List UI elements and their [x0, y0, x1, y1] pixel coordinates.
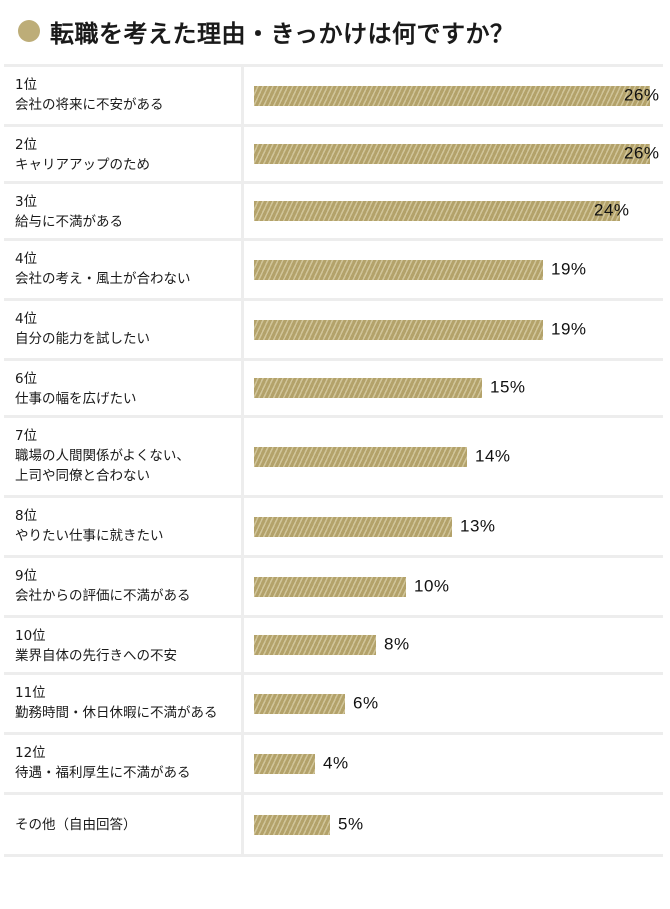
- chart-row: 10位業界自体の先行きへの不安 8%: [4, 618, 663, 675]
- chart-title: 転職を考えた理由・きっかけは何ですか？: [50, 19, 515, 48]
- bar-mark: [254, 259, 543, 280]
- value-label: 26%: [624, 85, 660, 105]
- reason-label: 勤務時間・休日休暇に不満がある: [15, 705, 218, 721]
- rank-label: 12位: [15, 745, 46, 761]
- bar-mark: [254, 446, 467, 467]
- rank-label: 4位: [15, 311, 38, 327]
- bar-mark: [254, 814, 330, 835]
- category-label: 10位業界自体の先行きへの不安: [4, 618, 244, 672]
- reason-label: 職場の人間関係がよくない、 上司や同僚と合わない: [15, 448, 190, 484]
- category-label: 6位仕事の幅を広げたい: [4, 361, 244, 415]
- reason-label: 業界自体の先行きへの不安: [15, 648, 177, 664]
- rank-label: 7位: [15, 428, 38, 444]
- value-label: 26%: [624, 143, 660, 163]
- bar-cell: 15%: [244, 361, 663, 415]
- value-label: 13%: [460, 516, 496, 536]
- rank-label: 9位: [15, 568, 38, 584]
- chart-row: 4位会社の考え・風土が合わない 19%: [4, 241, 663, 301]
- bar-cell: 4%: [244, 735, 663, 792]
- category-label: その他（自由回答）: [4, 795, 244, 854]
- bar-cell: 19%: [244, 241, 663, 298]
- rank-label: 6位: [15, 371, 38, 387]
- reason-label: 仕事の幅を広げたい: [15, 391, 137, 407]
- bar-mark: [254, 201, 620, 221]
- category-label: 12位待遇・福利厚生に不満がある: [4, 735, 244, 792]
- category-label: 9位会社からの評価に不満がある: [4, 558, 244, 615]
- category-label: 3位給与に不満がある: [4, 184, 244, 238]
- bar-cell: 13%: [244, 498, 663, 555]
- rank-label: 1位: [15, 77, 38, 93]
- chart-title-row: 転職を考えた理由・きっかけは何ですか？: [18, 14, 515, 48]
- bar-cell: 14%: [244, 418, 663, 495]
- reason-label: やりたい仕事に就きたい: [15, 528, 164, 544]
- value-label: 6%: [353, 693, 379, 713]
- rank-label: 3位: [15, 194, 38, 210]
- bar-mark: [254, 753, 315, 774]
- category-label: 2位キャリアアップのため: [4, 127, 244, 181]
- bar-cell: 10%: [244, 558, 663, 615]
- chart-row: 12位待遇・福利厚生に不満がある 4%: [4, 735, 663, 795]
- category-label: 1位会社の将来に不安がある: [4, 67, 244, 124]
- rank-label: 2位: [15, 137, 38, 153]
- bar-mark: [254, 576, 406, 597]
- rank-label: 11位: [15, 685, 46, 701]
- bar-cell: 5%: [244, 795, 663, 854]
- reason-label: 会社からの評価に不満がある: [15, 588, 191, 604]
- category-label: 8位やりたい仕事に就きたい: [4, 498, 244, 555]
- chart-row: 2位キャリアアップのため 26%: [4, 127, 663, 184]
- value-label: 10%: [414, 576, 450, 596]
- chart-row: 3位給与に不満がある 24%: [4, 184, 663, 241]
- value-label: 24%: [594, 200, 630, 220]
- bar-cell: 8%: [244, 618, 663, 672]
- bar-mark: [254, 693, 345, 714]
- chart-row: 8位やりたい仕事に就きたい 13%: [4, 498, 663, 558]
- bar-mark: [254, 319, 543, 340]
- chart-row: 4位自分の能力を試したい 19%: [4, 301, 663, 361]
- rank-label: 8位: [15, 508, 38, 524]
- value-label: 19%: [551, 319, 587, 339]
- rank-label: 10位: [15, 628, 46, 644]
- title-bullet-icon: [18, 20, 40, 42]
- chart-row: 1位会社の将来に不安がある 26%: [4, 67, 663, 127]
- reason-label: 待遇・福利厚生に不満がある: [15, 765, 191, 781]
- bar-cell: 26%: [244, 67, 663, 124]
- reason-label: 給与に不満がある: [15, 214, 123, 230]
- bar-cell: 19%: [244, 301, 663, 358]
- rank-label: 4位: [15, 251, 38, 267]
- chart-row: 6位仕事の幅を広げたい 15%: [4, 361, 663, 418]
- bar-cell: 24%: [244, 184, 663, 238]
- category-label: 11位勤務時間・休日休暇に不満がある: [4, 675, 244, 732]
- bar-cell: 6%: [244, 675, 663, 732]
- chart-row: 7位職場の人間関係がよくない、 上司や同僚と合わない 14%: [4, 418, 663, 498]
- bar-mark: [254, 85, 650, 106]
- value-label: 5%: [338, 814, 364, 834]
- category-label: 4位会社の考え・風土が合わない: [4, 241, 244, 298]
- value-label: 15%: [490, 377, 526, 397]
- reason-label: 会社の将来に不安がある: [15, 97, 164, 113]
- bar-mark: [254, 144, 650, 164]
- value-label: 19%: [551, 259, 587, 279]
- value-label: 14%: [475, 446, 511, 466]
- category-label: 4位自分の能力を試したい: [4, 301, 244, 358]
- reason-label: 会社の考え・風土が合わない: [15, 271, 191, 287]
- value-label: 4%: [323, 753, 349, 773]
- ranking-bar-chart: 1位会社の将来に不安がある 26% 2位キャリアアップのため 26% 3位給与に不満があ…: [4, 64, 663, 857]
- bar-mark: [254, 635, 376, 655]
- bar-mark: [254, 516, 452, 537]
- category-label: 7位職場の人間関係がよくない、 上司や同僚と合わない: [4, 418, 244, 495]
- chart-row: 9位会社からの評価に不満がある 10%: [4, 558, 663, 618]
- reason-label: 自分の能力を試したい: [15, 331, 150, 347]
- value-label: 8%: [384, 634, 410, 654]
- chart-row: その他（自由回答） 5%: [4, 795, 663, 857]
- reason-label: その他（自由回答）: [15, 816, 137, 833]
- reason-label: キャリアアップのため: [15, 157, 150, 173]
- bar-mark: [254, 378, 482, 398]
- bar-cell: 26%: [244, 127, 663, 181]
- chart-row: 11位勤務時間・休日休暇に不満がある 6%: [4, 675, 663, 735]
